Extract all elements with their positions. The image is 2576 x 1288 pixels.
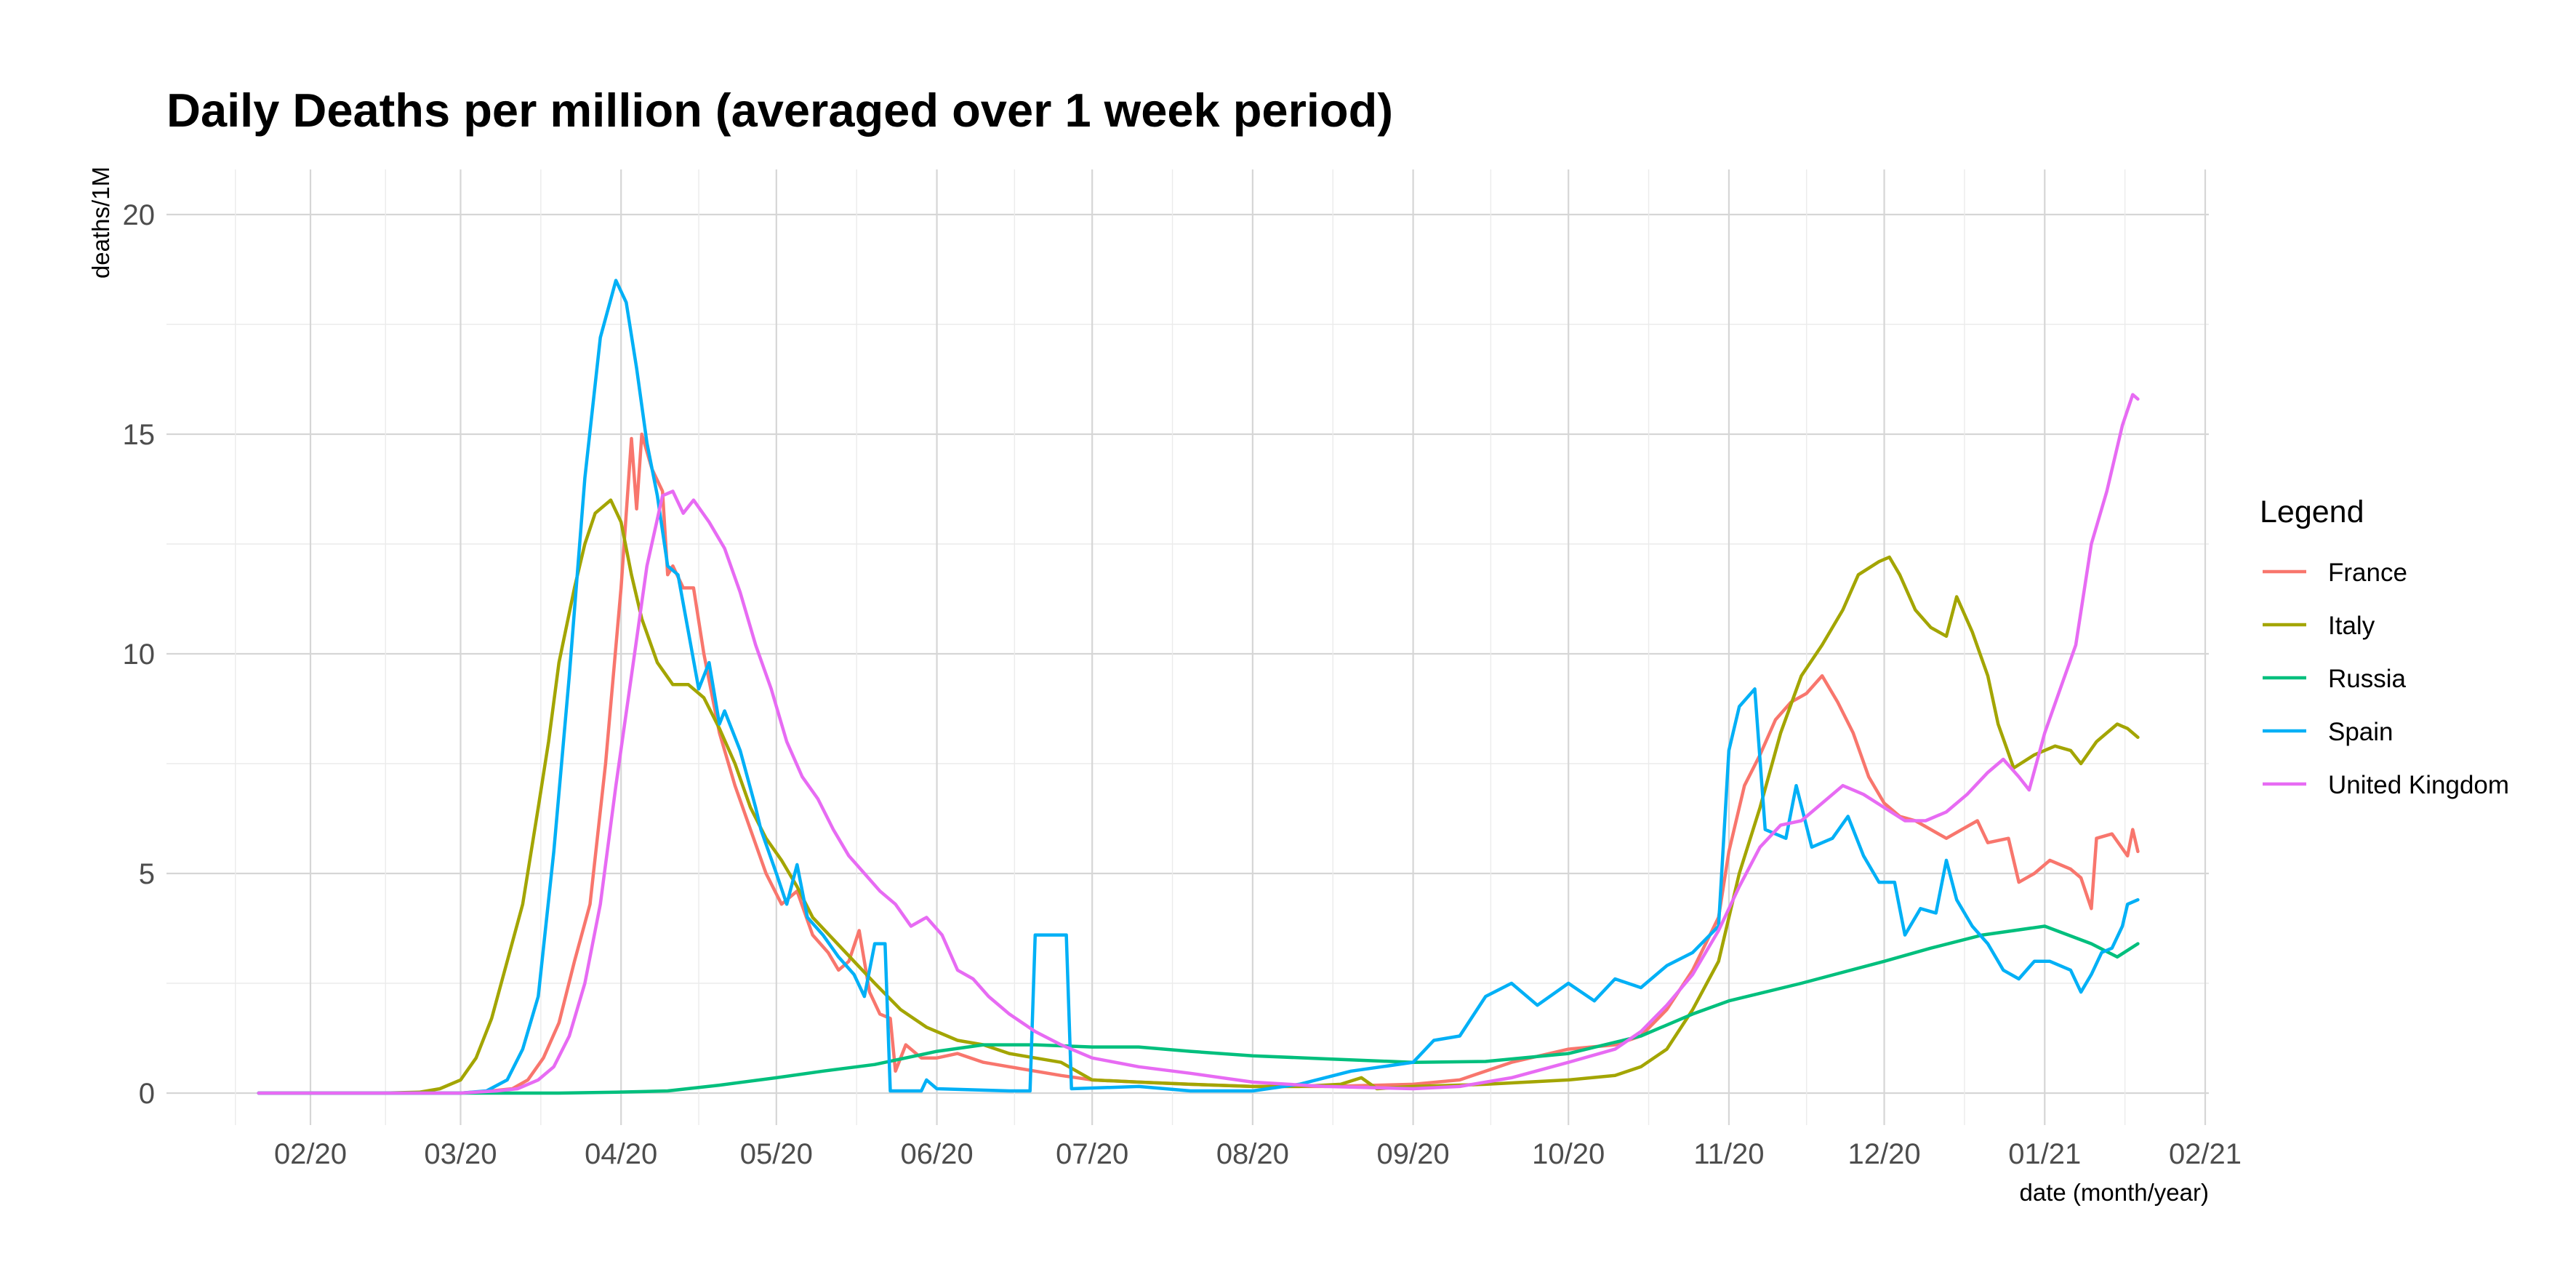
legend-label: Italy: [2328, 612, 2375, 640]
y-tick-label: 0: [139, 1078, 155, 1110]
y-tick-label: 10: [123, 639, 156, 671]
y-axis-title: deaths/1M: [87, 167, 114, 279]
legend-label: France: [2328, 559, 2407, 587]
series-line-italy: [257, 498, 2140, 1095]
y-tick-label: 20: [123, 199, 156, 231]
x-tick-labels: 02/20 03/20 04/20 05/20 06/20 07/20 08/20 09/20…: [274, 1138, 2242, 1170]
x-tick-label: 04/20: [585, 1138, 657, 1170]
x-tick-label: 09/20: [1377, 1138, 1450, 1170]
legend-label: Russia: [2328, 665, 2407, 693]
x-tick-label: 11/20: [1693, 1138, 1764, 1170]
x-tick-label: 03/20: [424, 1138, 497, 1170]
x-tick-label: 12/20: [1847, 1138, 1920, 1170]
legend-label: Spain: [2328, 718, 2394, 746]
x-tick-label: 07/20: [1056, 1138, 1128, 1170]
x-tick-label: 08/20: [1216, 1138, 1289, 1170]
legend-title: Legend: [2260, 495, 2364, 529]
chart-title: Daily Deaths per million (averaged over …: [166, 84, 1393, 137]
y-tick-labels: 0 5 10 15 20: [123, 199, 156, 1110]
series-line-spain: [257, 279, 2140, 1095]
series-line-united-kingdom: [257, 393, 2140, 1095]
x-tick-label: 10/20: [1532, 1138, 1605, 1170]
x-tick-label: 02/21: [2169, 1138, 2242, 1170]
x-tick-label: 06/20: [900, 1138, 973, 1170]
x-tick-label: 01/21: [2008, 1138, 2081, 1170]
x-axis-title: date (month/year): [2020, 1179, 2209, 1206]
x-tick-label: 05/20: [740, 1138, 813, 1170]
series-lines: [257, 279, 2140, 1095]
y-tick-label: 15: [123, 419, 156, 451]
legend-label: United Kingdom: [2328, 771, 2509, 799]
legend: Legend France Italy Russia Spain United King…: [2260, 495, 2509, 799]
y-tick-label: 5: [139, 858, 155, 890]
series-line-russia: [257, 924, 2140, 1095]
grid: [166, 169, 2209, 1125]
x-tick-label: 02/20: [274, 1138, 347, 1170]
